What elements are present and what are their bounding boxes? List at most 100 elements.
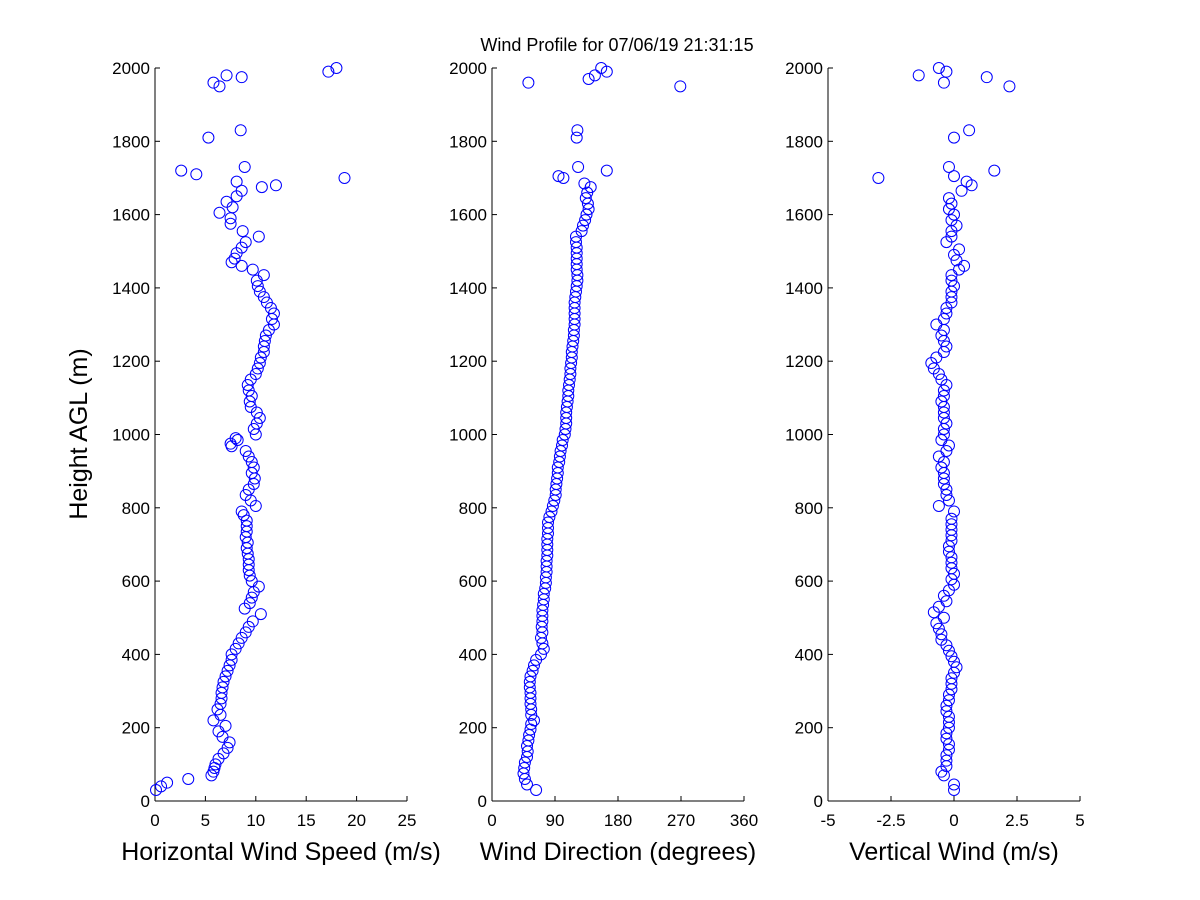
speed-data-point [239, 488, 252, 501]
direction-data-point [530, 784, 543, 797]
direction-data-point [579, 192, 592, 205]
direction-data-point [543, 510, 556, 523]
direction-data-point [537, 642, 550, 655]
direction-data-point [552, 170, 565, 183]
figure-title: Wind Profile for 07/06/19 21:31:15 [480, 35, 753, 55]
vertical-data-point [940, 444, 953, 457]
speed-x-axis-label: Horizontal Wind Speed (m/s) [121, 838, 441, 866]
vertical-data-point [940, 699, 953, 712]
speed-x-tick-label: 15 [297, 811, 316, 830]
speed-data-point [236, 225, 249, 238]
y-axis-label: Height AGL (m) [65, 348, 93, 519]
direction-data-point [571, 124, 584, 137]
vertical-y-tick-label: 600 [795, 572, 823, 591]
speed-data-point [207, 76, 220, 89]
vertical-data-point [935, 633, 948, 646]
vertical-data-point [940, 65, 953, 78]
speed-y-tick-label: 200 [122, 719, 150, 738]
direction-data-point [584, 181, 597, 194]
vertical-data-point [937, 76, 950, 89]
vertical-panel: 0 200 400 600 800 1000 1200 1400 1600 1800 2000 -5 -… [785, 59, 1085, 866]
vertical-data-point [872, 171, 885, 184]
speed-data-point [207, 714, 220, 727]
vertical-data-point [940, 595, 953, 608]
speed-data-point [225, 653, 238, 666]
direction-data-point [578, 177, 591, 190]
speed-data-point [225, 256, 238, 269]
speed-data-point [254, 351, 267, 364]
vertical-data-point [940, 754, 953, 767]
speed-data-point [238, 160, 251, 173]
speed-data-point [221, 741, 234, 754]
vertical-y-tick-label: 400 [795, 645, 823, 664]
vertical-data-point [948, 170, 960, 183]
vertical-data-point [953, 243, 966, 256]
vertical-data-point [942, 545, 955, 558]
direction-x-tick-label: 270 [667, 811, 695, 830]
vertical-data-point [945, 677, 958, 690]
speed-data-point [175, 164, 188, 177]
speed-y-tick-label: 800 [122, 499, 150, 518]
direction-data-point [572, 160, 585, 173]
vertical-data-point [937, 390, 950, 403]
speed-data-point [251, 362, 264, 375]
vertical-data-point [932, 499, 945, 512]
speed-x-tick-label: 25 [398, 811, 417, 830]
vertical-y-tick-label: 800 [795, 499, 823, 518]
speed-data-point [249, 368, 262, 381]
direction-data-point [526, 664, 539, 677]
vertical-data-point [940, 705, 953, 718]
vertical-data-point [942, 644, 955, 657]
vertical-y-tick-label: 200 [795, 719, 823, 738]
vertical-data-point [930, 318, 943, 331]
direction-data-point [570, 131, 583, 144]
speed-y-tick-label: 0 [141, 792, 150, 811]
vertical-data-point [945, 274, 958, 287]
speed-data-point [219, 719, 232, 732]
speed-y-tick-label: 2000 [112, 59, 150, 78]
vertical-x-tick-label: -2.5 [876, 811, 905, 830]
speed-data-point [213, 80, 226, 93]
direction-y-tick-label: 600 [459, 572, 487, 591]
speed-data-point [245, 575, 258, 588]
vertical-data-point [945, 291, 958, 304]
vertical-data-point [945, 214, 958, 227]
direction-y-tick-label: 0 [478, 792, 487, 811]
direction-data-point [518, 756, 531, 769]
vertical-data-point [942, 716, 955, 729]
direction-panel: 0 200 400 600 800 1000 1200 1400 1600 1800 2000 0 90… [449, 59, 758, 866]
vertical-data-point [942, 494, 955, 507]
vertical-data-point [942, 688, 955, 701]
vertical-data-point [955, 184, 968, 197]
vertical-data-point [980, 71, 993, 84]
vertical-data-point [945, 230, 958, 243]
speed-data-point [247, 461, 260, 474]
vertical-data-point [912, 69, 925, 82]
direction-x-tick-label: 180 [604, 811, 632, 830]
direction-data-point [575, 225, 588, 238]
vertical-data-point [1003, 80, 1016, 93]
direction-data-point [577, 219, 589, 232]
speed-data-point [243, 597, 256, 610]
vertical-y-tick-label: 1400 [785, 279, 823, 298]
speed-data-point [251, 280, 264, 293]
speed-data-point [269, 179, 282, 192]
speed-data-point [255, 181, 268, 194]
vertical-y-tick-label: 0 [814, 792, 823, 811]
direction-data-point [528, 714, 540, 727]
speed-data-point [246, 615, 259, 628]
vertical-data-point [948, 655, 960, 668]
speed-data-point [259, 329, 272, 342]
speed-data-point [242, 450, 255, 463]
direction-data-point [557, 171, 570, 184]
direction-x-axis-label: Wind Direction (degrees) [480, 838, 757, 866]
direction-data-point [523, 675, 536, 688]
vertical-data-point [942, 710, 955, 723]
vertical-data-point [940, 483, 953, 496]
speed-data-point [155, 780, 168, 793]
vertical-x-axis-label: Vertical Wind (m/s) [849, 838, 1059, 866]
speed-data-point [209, 758, 222, 771]
direction-y-tick-label: 1200 [449, 352, 487, 371]
vertical-x-tick-label: 0 [949, 811, 958, 830]
speed-data-point [241, 379, 254, 392]
